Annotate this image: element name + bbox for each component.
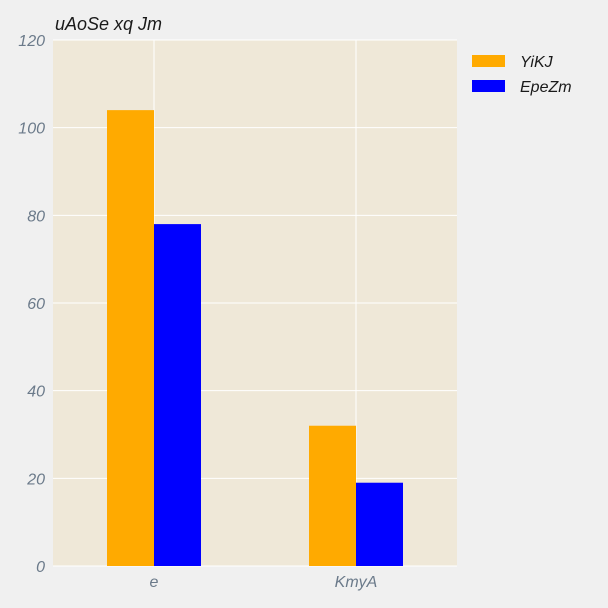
- x-tick-label: KmyA: [335, 574, 378, 591]
- y-tick-label: 20: [26, 471, 45, 488]
- bar-YiKJ-e: [107, 110, 154, 566]
- y-tick-label: 0: [36, 559, 45, 576]
- legend-label: YiKJ: [520, 54, 554, 71]
- y-tick-label: 80: [27, 208, 45, 225]
- y-tick-label: 40: [27, 384, 45, 401]
- bar-EpeZm-e: [154, 224, 201, 566]
- y-tick-label: 100: [18, 121, 45, 138]
- legend-label: EpeZm: [520, 79, 572, 96]
- legend: YiKJ EpeZm: [472, 54, 572, 96]
- legend-swatch: [472, 80, 505, 92]
- x-axis-ticks: e KmyA: [150, 574, 378, 591]
- y-axis-ticks: 0 20 40 60 80 100 120: [18, 33, 45, 576]
- bar-YiKJ-KmyA: [309, 425, 356, 566]
- chart-title: uAoSe xq Jm: [55, 14, 162, 34]
- legend-swatch: [472, 55, 505, 67]
- bar-EpeZm-KmyA: [356, 482, 403, 566]
- x-tick-label: e: [150, 574, 159, 591]
- y-tick-label: 120: [18, 33, 45, 50]
- bars: [107, 110, 403, 566]
- y-tick-label: 60: [27, 296, 45, 313]
